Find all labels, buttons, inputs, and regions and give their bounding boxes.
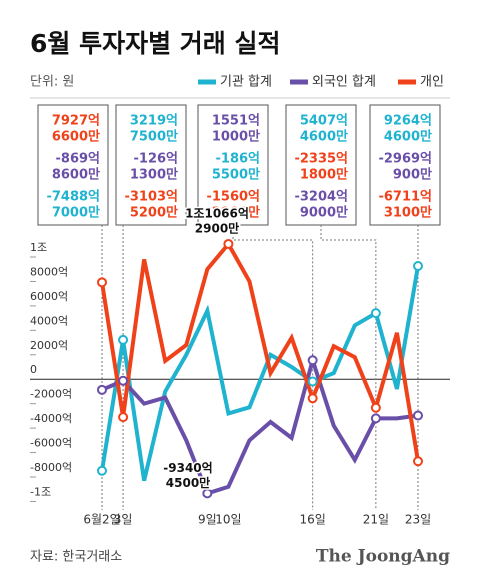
box-text: 8600만 — [52, 167, 100, 183]
unit-label: 단위: 원 — [30, 75, 74, 90]
box-text: -186억 — [216, 152, 261, 167]
brand: The JoongAng — [316, 547, 450, 567]
x-tick-label: 21일 — [363, 513, 389, 527]
connector — [232, 225, 314, 510]
x-tick-label: 23일 — [405, 513, 431, 527]
y-tick-label: -1조 — [30, 485, 51, 498]
y-tick-label: 1조 — [30, 241, 47, 254]
legend-label: 외국인 합계 — [312, 75, 376, 90]
box-text: -3103억 — [124, 190, 178, 205]
y-tick-label: -2000억 — [30, 388, 72, 401]
box-text: -6711억 — [378, 190, 432, 205]
y-tick-label: 0 — [30, 363, 37, 376]
data-point — [370, 308, 381, 319]
chart-title: 6월 투자자별 거래 실적 — [30, 29, 281, 58]
series-line — [100, 240, 420, 462]
box-text: 1551억 — [212, 114, 260, 129]
annotation-box — [37, 104, 109, 226]
box-text: -869억 — [56, 152, 101, 167]
x-tick-label: 9일 — [198, 513, 217, 527]
data-point — [118, 334, 129, 345]
x-tick-label: 6월2일 — [83, 513, 120, 527]
y-tick-label: 4000억 — [30, 314, 68, 327]
data-point — [413, 410, 423, 421]
data-point — [223, 238, 234, 249]
box-text: -2335억 — [294, 152, 348, 167]
box-text: 9264억 — [384, 114, 432, 129]
box-text: 1300만 — [130, 167, 178, 183]
box-text: 7927억 — [52, 114, 100, 129]
data-point — [413, 260, 423, 271]
x-tick-label: 10일 — [215, 513, 241, 527]
data-point — [97, 277, 107, 288]
y-tick-label: -8000억 — [30, 461, 72, 474]
box-text: 4600만 — [300, 129, 348, 145]
data-point — [307, 376, 318, 387]
callout-text: -9340억 — [163, 461, 212, 475]
data-point — [370, 402, 381, 413]
box-text: 900만 — [393, 167, 432, 183]
data-point — [118, 412, 129, 423]
box-text: 6600만 — [52, 129, 100, 145]
box-text: -7488억 — [46, 190, 100, 205]
data-point — [307, 393, 318, 404]
y-tick-label: -6000억 — [30, 437, 72, 450]
box-text: 3219억 — [130, 114, 178, 129]
box-text: 5407억 — [300, 114, 348, 129]
callout-text: 1조1066억 — [185, 206, 249, 220]
box-text: -1560억 — [206, 190, 260, 205]
box-text: 2900만 — [212, 205, 260, 221]
data-point — [307, 355, 318, 366]
box-text: 1000만 — [212, 129, 260, 145]
data-point — [97, 384, 107, 395]
box-text: 9000만 — [300, 205, 348, 221]
annotation-box — [115, 104, 187, 226]
box-text: 3100만 — [384, 205, 432, 221]
callout-text: 2900만 — [195, 220, 239, 235]
box-text: -2969억 — [378, 152, 432, 167]
box-text: -126억 — [134, 152, 179, 167]
data-point — [370, 413, 381, 424]
annotation-box — [197, 104, 269, 226]
box-text: 5200만 — [130, 205, 178, 221]
callout-text: 4500만 — [166, 475, 210, 490]
box-text: 4600만 — [384, 129, 432, 145]
data-point — [202, 488, 213, 499]
box-text: 7000만 — [52, 205, 100, 221]
series-line — [100, 265, 420, 482]
legend-label: 기관 합계 — [220, 75, 272, 90]
series-line — [101, 353, 419, 496]
x-tick-label: 3일 — [114, 513, 133, 527]
annotation-box — [369, 104, 441, 226]
source: 자료: 한국거래소 — [30, 550, 122, 565]
box-text: 5500만 — [212, 167, 260, 183]
x-tick-label: 16일 — [300, 513, 326, 527]
box-text: 7500만 — [130, 129, 178, 145]
y-tick-label: 8000억 — [30, 265, 68, 278]
box-text: -3204억 — [294, 190, 348, 205]
data-point — [97, 465, 107, 476]
connector — [320, 225, 377, 510]
box-text: 1800만 — [300, 167, 348, 183]
y-tick-label: 6000억 — [30, 290, 68, 303]
data-point — [118, 375, 129, 386]
legend-label: 개인 — [420, 75, 444, 90]
y-tick-label: 2000억 — [30, 339, 68, 352]
y-tick-label: -4000억 — [30, 412, 72, 425]
data-point — [413, 456, 423, 467]
